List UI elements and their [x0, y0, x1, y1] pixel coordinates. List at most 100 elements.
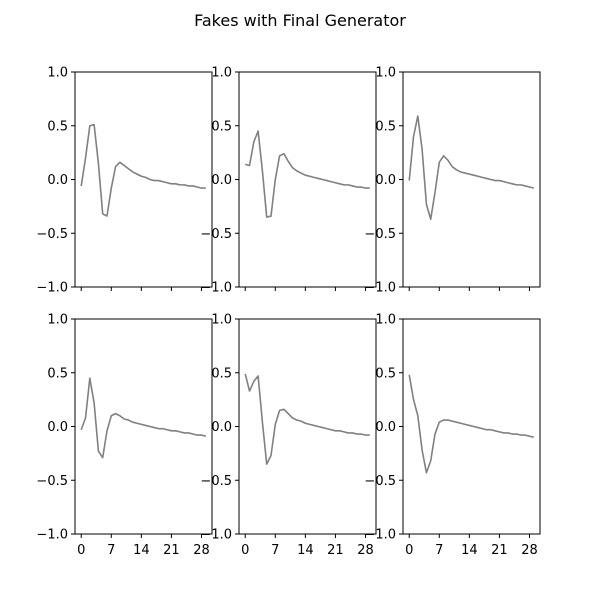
- data-point: [253, 141, 255, 143]
- data-point: [421, 149, 423, 151]
- data-point: [158, 428, 160, 430]
- data-point: [421, 449, 423, 451]
- data-point: [317, 426, 319, 428]
- series-line: [245, 130, 370, 218]
- x-tick-label: 14: [297, 543, 314, 558]
- data-point: [503, 432, 505, 434]
- data-point: [309, 175, 311, 177]
- data-point: [438, 421, 440, 423]
- data-point: [460, 171, 462, 173]
- y-tick-label: −1.0: [36, 281, 68, 296]
- data-point: [300, 420, 302, 422]
- data-point: [408, 180, 410, 182]
- data-point: [123, 418, 125, 420]
- x-tick-label: 21: [163, 543, 180, 558]
- data-point: [305, 422, 307, 424]
- data-point: [464, 172, 466, 174]
- subplot-5: 1.0 0.5 0.0 −0.5 −1.0 0 7 14 21 28: [200, 313, 377, 558]
- data-point: [136, 422, 138, 424]
- data-point: [434, 433, 436, 435]
- data-point: [369, 434, 371, 436]
- data-point: [128, 168, 130, 170]
- y-tick-label: −0.5: [36, 474, 68, 489]
- data-point: [201, 187, 203, 189]
- y-tick-label: −0.5: [200, 227, 232, 242]
- y-tick-label: 1.0: [375, 313, 396, 328]
- data-point: [365, 187, 367, 189]
- data-point: [166, 429, 168, 431]
- x-tick-label: 28: [521, 543, 538, 558]
- data-point: [469, 173, 471, 175]
- y-tick-label: 0.5: [375, 119, 396, 134]
- data-point: [456, 421, 458, 423]
- data-point: [106, 430, 108, 432]
- data-point: [512, 433, 514, 435]
- data-point: [89, 125, 91, 127]
- data-point: [352, 432, 354, 434]
- data-point: [188, 432, 190, 434]
- data-point: [516, 433, 518, 435]
- data-point: [262, 421, 264, 423]
- data-point: [490, 179, 492, 181]
- data-point: [119, 162, 121, 164]
- data-point: [469, 425, 471, 427]
- data-point: [132, 421, 134, 423]
- data-point: [179, 431, 181, 433]
- data-point: [417, 415, 419, 417]
- x-tick-label: 21: [327, 543, 344, 558]
- x-tick-label: 21: [491, 543, 508, 558]
- y-tick-label: −0.5: [364, 474, 396, 489]
- data-point: [102, 457, 104, 459]
- data-point: [153, 427, 155, 429]
- y-tick-label: 0.0: [375, 420, 396, 435]
- data-point: [330, 429, 332, 431]
- data-point: [313, 425, 315, 427]
- series-line: [244, 373, 370, 465]
- data-point: [507, 432, 509, 434]
- data-point: [179, 184, 181, 186]
- y-tick-label: −1.0: [200, 281, 232, 296]
- data-point: [330, 181, 332, 183]
- y-tick-label: 0.5: [375, 366, 396, 381]
- data-point: [322, 179, 324, 181]
- data-point: [93, 402, 95, 404]
- data-point: [205, 435, 207, 437]
- data-point: [486, 178, 488, 180]
- data-point: [477, 427, 479, 429]
- data-point: [503, 181, 505, 183]
- data-point: [335, 430, 337, 432]
- data-point: [360, 433, 362, 435]
- y-tick-label: 0.5: [47, 366, 68, 381]
- data-point: [426, 472, 428, 474]
- data-point: [524, 185, 526, 187]
- x-tick-label: 28: [193, 543, 210, 558]
- data-point: [292, 167, 294, 169]
- x-tick-label: 7: [107, 543, 115, 558]
- data-point: [339, 183, 341, 185]
- y-tick-label: 0.0: [375, 173, 396, 188]
- data-point: [110, 187, 112, 189]
- data-point: [356, 186, 358, 188]
- data-point: [283, 409, 285, 411]
- x-tick-label: 7: [435, 543, 443, 558]
- y-tick-label: −1.0: [200, 528, 232, 543]
- data-point: [481, 177, 483, 179]
- data-point: [516, 184, 518, 186]
- data-point: [512, 183, 514, 185]
- data-point: [115, 413, 117, 415]
- data-point: [171, 430, 173, 432]
- data-point: [413, 399, 415, 401]
- data-point: [115, 166, 117, 168]
- data-point: [80, 185, 82, 187]
- data-point: [287, 160, 289, 162]
- data-point: [266, 463, 268, 465]
- y-tick-label: −1.0: [36, 528, 68, 543]
- y-tick-label: 1.0: [211, 66, 232, 81]
- data-point: [132, 171, 134, 173]
- data-point: [274, 424, 276, 426]
- data-point: [93, 124, 95, 126]
- y-tick-label: 0.5: [211, 119, 232, 134]
- y-tick-label: −0.5: [36, 227, 68, 242]
- data-point: [196, 186, 198, 188]
- y-tick-label: −1.0: [364, 281, 396, 296]
